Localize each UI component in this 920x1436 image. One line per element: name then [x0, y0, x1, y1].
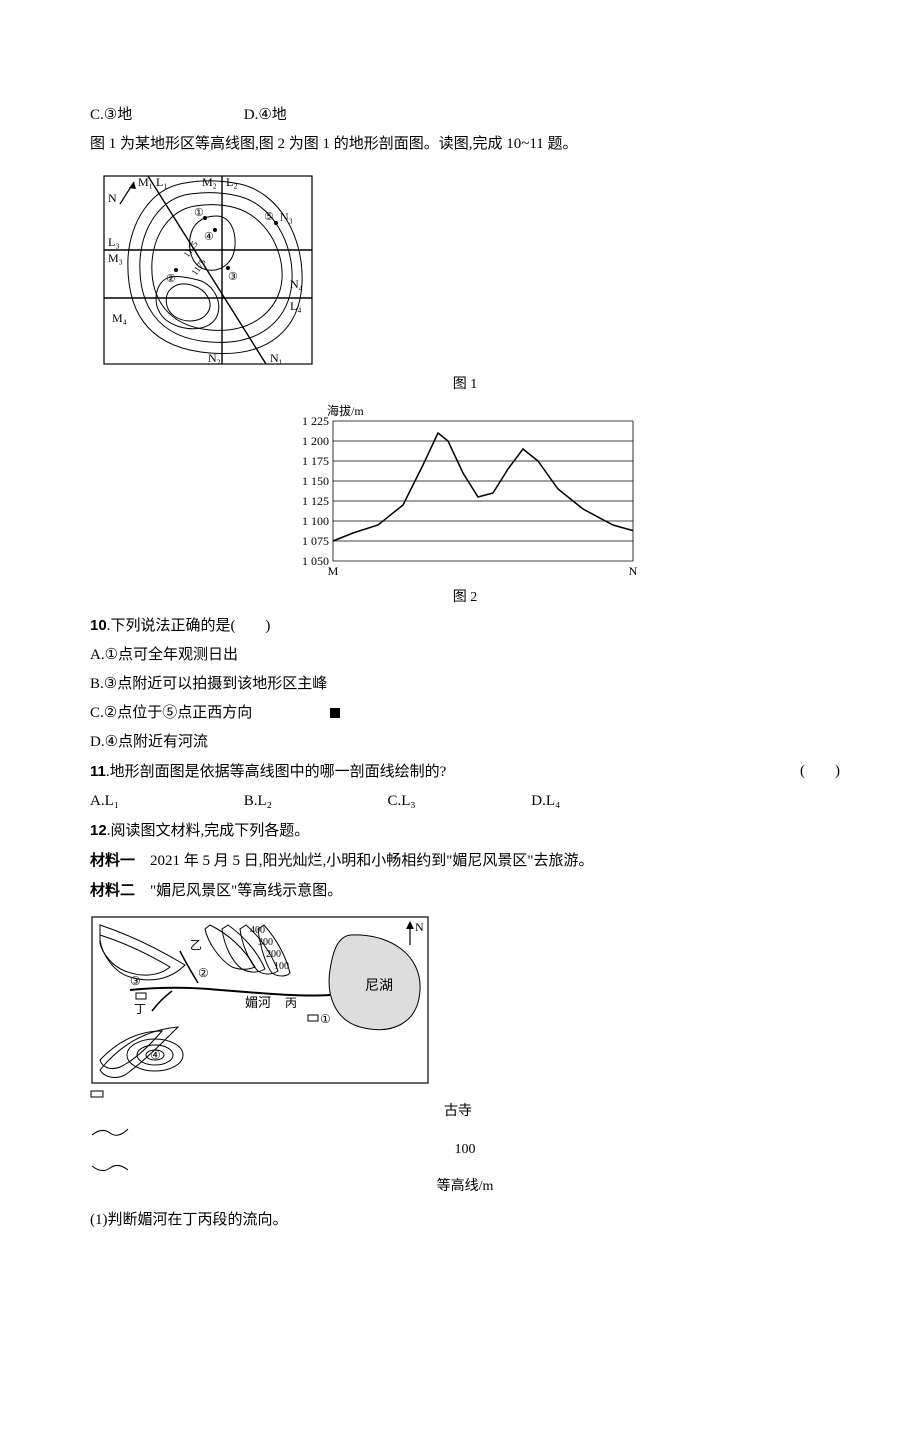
figure-1-caption: 图 1 [90, 372, 840, 397]
option-d: D.④地 [244, 102, 287, 129]
svg-text:200: 200 [266, 949, 281, 960]
river-label: 媚河 [245, 995, 271, 1010]
svg-text:③: ③ [130, 974, 141, 988]
q11-option-a: A.L₁ [90, 788, 240, 815]
q12-sub1: (1)判断媚河在丁丙段的流向。 [90, 1207, 840, 1234]
svg-text:①: ① [194, 207, 204, 219]
q11-options: A.L₁ B.L₂ C.L₃ D.L₄ [90, 788, 840, 815]
intro-10-11: 图 1 为某地形区等高线图,图 2 为图 1 的地形剖面图。读图,完成 10~1… [90, 131, 840, 158]
svg-text:300: 300 [258, 937, 273, 948]
svg-text:①: ① [320, 1012, 331, 1026]
svg-text:⑤: ⑤ [264, 211, 274, 223]
svg-text:L₄: L₄ [290, 299, 302, 313]
m2-label: 材料二 [90, 882, 135, 899]
q12-num: 12 [90, 822, 107, 839]
svg-text:②: ② [166, 273, 176, 285]
svg-text:1 150: 1 150 [302, 474, 329, 488]
q11-option-b: B.L₂ [244, 788, 384, 815]
figure-3-legend: 古寺 100 等高线/m [90, 1089, 840, 1199]
q12-material-2: 材料二 "媚尼风景区"等高线示意图。 [90, 877, 840, 905]
svg-text:400: 400 [250, 925, 265, 936]
svg-text:100: 100 [274, 961, 289, 972]
svg-text:1 050: 1 050 [302, 554, 329, 568]
svg-text:M₂: M₂ [202, 175, 217, 189]
svg-text:1 200: 1 200 [302, 434, 329, 448]
svg-text:M: M [328, 564, 339, 578]
svg-text:L₃: L₃ [108, 235, 120, 249]
svg-text:乙: 乙 [190, 938, 202, 952]
svg-text:M₃: M₃ [108, 251, 123, 265]
q11-option-c: C.L₃ [388, 788, 528, 815]
svg-text:N₄: N₄ [290, 277, 303, 291]
svg-text:1 125: 1 125 [302, 494, 329, 508]
q10-option-c: C.②点位于⑤点正西方向 [90, 705, 252, 721]
svg-text:海拔/m: 海拔/m [327, 403, 364, 418]
svg-text:丙: 丙 [285, 996, 297, 1010]
svg-text:③: ③ [228, 271, 238, 283]
n-label: N [108, 191, 117, 205]
bullet-marker-icon [330, 708, 340, 718]
svg-text:N: N [629, 564, 638, 578]
q11-text: .地形剖面图是依据等高线图中的哪一剖面线绘制的? [106, 764, 446, 780]
svg-text:1 225: 1 225 [302, 414, 329, 428]
q11-num: 11 [90, 763, 106, 780]
q12-material-1: 材料一 2021 年 5 月 5 日,阳光灿烂,小明和小畅相约到"媚尼风景区"去… [90, 847, 840, 875]
svg-text:1 175: 1 175 [302, 454, 329, 468]
option-c: C.③地 [90, 102, 240, 129]
temple-icon [90, 1089, 104, 1099]
q11-option-d: D.L₄ [531, 788, 560, 815]
legend-contour-val: 100 [455, 1142, 476, 1157]
q12-text: .阅读图文材料,完成下列各题。 [107, 823, 310, 839]
figure-1: N ① ④ ⑤ ② ③ 1125 1175 M₁ L₁ M₂ L₂ N₃ L₃ … [90, 168, 840, 368]
svg-text:L₁: L₁ [156, 175, 168, 189]
svg-text:④: ④ [204, 231, 214, 243]
contour-map-svg: N ① ④ ⑤ ② ③ 1125 1175 M₁ L₁ M₂ L₂ N₃ L₃ … [90, 168, 320, 368]
svg-text:N₃: N₃ [280, 210, 293, 224]
q11-paren: ( ) [800, 758, 840, 786]
q10-num: 10 [90, 617, 107, 634]
q10-text: .下列说法正确的是( ) [107, 618, 271, 634]
q11-stem-row: 11.地形剖面图是依据等高线图中的哪一剖面线绘制的? ( ) [90, 758, 840, 786]
q11-stem: 11.地形剖面图是依据等高线图中的哪一剖面线绘制的? [90, 758, 446, 786]
profile-chart-svg: 海拔/m1 225 1 200 1 175 1 150 1 125 1 100 1 075 1… [285, 403, 645, 583]
svg-text:M₄: M₄ [112, 311, 127, 325]
contour-icon-2 [90, 1162, 130, 1174]
m1-text: 2021 年 5 月 5 日,阳光灿烂,小明和小畅相约到"媚尼风景区"去旅游。 [135, 853, 594, 869]
legend-contour-label: 等高线/m [437, 1179, 494, 1194]
svg-text:②: ② [198, 966, 209, 980]
q10-option-b: B.③点附近可以拍摄到该地形区主峰 [90, 671, 840, 698]
q9-options-cd: C.③地 D.④地 [90, 102, 840, 129]
m2-text: "媚尼风景区"等高线示意图。 [135, 883, 342, 899]
q10-stem: 10.下列说法正确的是( ) [90, 612, 840, 640]
scenic-map-svg: 尼湖 N 400 300 200 [90, 915, 430, 1085]
svg-text:丁: 丁 [134, 1002, 146, 1016]
contour-icon [90, 1125, 130, 1137]
lake-label: 尼湖 [365, 978, 393, 994]
m1-label: 材料一 [90, 852, 135, 869]
figure-3: 尼湖 N 400 300 200 [90, 915, 840, 1085]
svg-text:N: N [415, 920, 424, 934]
svg-text:N₂: N₂ [208, 351, 221, 365]
svg-text:L₂: L₂ [226, 175, 238, 189]
figure-2-caption: 图 2 [90, 585, 840, 610]
q10-option-c-row: C.②点位于⑤点正西方向 [90, 700, 840, 727]
legend-temple: 古寺 [444, 1104, 472, 1119]
q10-option-d: D.④点附近有河流 [90, 729, 840, 756]
svg-text:1 100: 1 100 [302, 514, 329, 528]
q10-option-a: A.①点可全年观测日出 [90, 642, 840, 669]
svg-text:N₁: N₁ [270, 351, 283, 365]
svg-text:④: ④ [150, 1048, 161, 1062]
q12-stem: 12.阅读图文材料,完成下列各题。 [90, 817, 840, 845]
svg-text:1 075: 1 075 [302, 534, 329, 548]
svg-text:M₁: M₁ [138, 175, 153, 189]
figure-2: 海拔/m1 225 1 200 1 175 1 150 1 125 1 100 1 075 1… [90, 403, 840, 583]
